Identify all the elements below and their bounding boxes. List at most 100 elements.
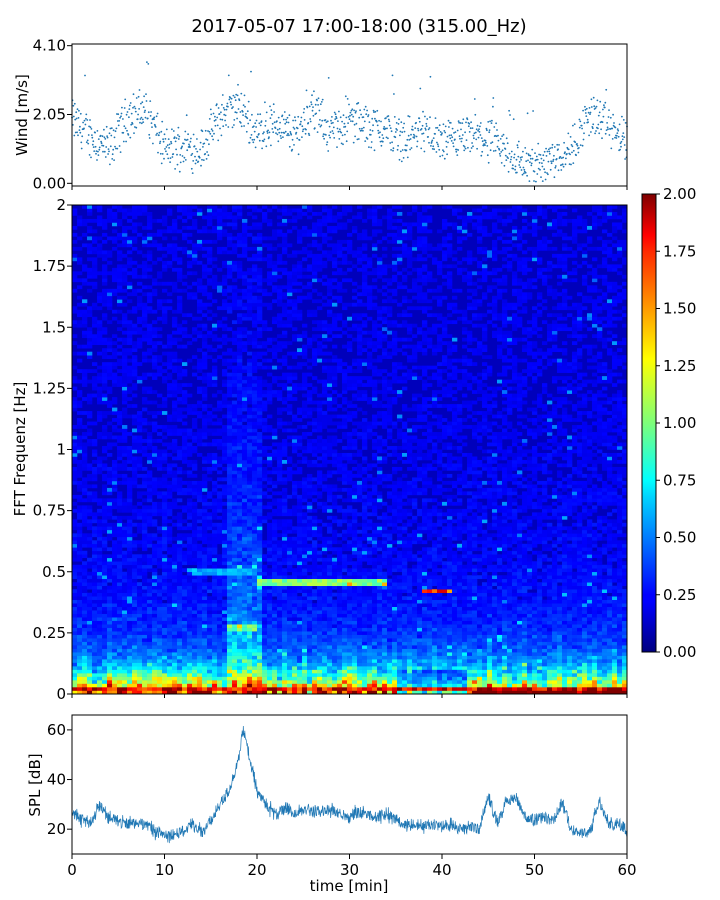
- wind-point: [93, 150, 96, 153]
- spectrogram-cell: [112, 505, 118, 510]
- spectrogram-cell: [77, 463, 83, 468]
- spectrogram-cell: [232, 379, 238, 384]
- spectrogram-cell: [152, 575, 158, 580]
- spectrogram-cell: [152, 425, 158, 429]
- wind-point: [476, 124, 479, 127]
- wind-point: [140, 116, 143, 119]
- spectrogram-cell: [162, 400, 168, 405]
- spectrogram-cell: [257, 662, 263, 667]
- spectrogram-cell: [87, 442, 93, 447]
- wind-point: [505, 159, 508, 162]
- spectrogram-cell: [122, 522, 128, 527]
- spectrogram-cell: [97, 397, 103, 401]
- spectrogram-cell: [167, 627, 173, 632]
- wind-point: [94, 145, 97, 148]
- spectrogram-cell: [117, 540, 123, 545]
- spectrogram-cell: [87, 575, 93, 580]
- wind-point: [536, 173, 539, 175]
- spectrogram-cell: [137, 561, 143, 566]
- wind-point: [579, 144, 582, 147]
- spectrogram-cell: [157, 358, 163, 363]
- spectrogram-cell: [182, 669, 188, 674]
- wind-point: [390, 149, 392, 151]
- spectrogram-cell: [197, 603, 203, 607]
- spectrogram-cell: [87, 355, 93, 359]
- spectrogram-cell: [187, 250, 193, 255]
- spectrogram-cell: [222, 519, 228, 524]
- spectrogram-cell: [112, 620, 118, 625]
- spectrogram-cell: [142, 264, 148, 269]
- spectrogram-cell: [252, 491, 258, 496]
- spectrogram-cell: [97, 400, 103, 405]
- spectrogram-cell: [192, 617, 198, 621]
- wind-point: [299, 123, 302, 126]
- spectrogram-cell: [192, 246, 198, 251]
- wind-point: [77, 117, 80, 119]
- spectrogram-cell: [157, 641, 163, 646]
- spectrogram-cell: [167, 571, 173, 576]
- spectrogram-cell: [162, 589, 168, 593]
- spectrogram-cell: [217, 222, 223, 227]
- spectrogram-cell: [242, 631, 248, 635]
- spectrogram-cell: [127, 379, 133, 384]
- spectrogram-cell: [77, 295, 83, 300]
- spectrogram-cell: [247, 439, 253, 443]
- spectrogram-cell: [92, 561, 98, 566]
- spectrogram-cell: [247, 529, 253, 534]
- spectrogram-cell: [87, 690, 93, 695]
- spectrogram-cell: [232, 578, 238, 583]
- spectrogram-cell: [122, 638, 128, 642]
- spectrogram-cell: [137, 624, 143, 628]
- spectrogram-cell: [192, 582, 198, 587]
- spectrogram-cell: [72, 459, 78, 464]
- spectrogram-cell: [247, 425, 253, 429]
- spectrogram-cell: [117, 687, 123, 691]
- spectrogram-cell: [182, 435, 188, 440]
- spectrogram-cell: [172, 634, 178, 639]
- spectrogram-cell: [167, 655, 173, 660]
- ytick-label: 2.05: [33, 105, 66, 123]
- wind-point: [421, 133, 423, 135]
- spectrogram-cell: [122, 330, 128, 335]
- spectrogram-cell: [77, 246, 83, 251]
- wind-point: [594, 132, 596, 135]
- spectrogram-cell: [122, 645, 128, 649]
- spectrogram-cell: [127, 631, 133, 635]
- spectrogram-cell: [102, 257, 108, 262]
- spectrogram-cell: [107, 487, 113, 492]
- spectrogram-cell: [97, 680, 103, 684]
- spectrogram-cell: [212, 407, 218, 412]
- spectrogram-cell: [227, 673, 233, 677]
- spectrogram-cell: [202, 246, 208, 251]
- spectrogram-cell: [232, 414, 238, 419]
- spectrogram-cell: [77, 505, 83, 510]
- spectrogram-cell: [172, 369, 178, 373]
- spectrogram-cell: [102, 561, 108, 566]
- wind-point: [154, 126, 157, 128]
- spectrogram-cell: [212, 205, 218, 209]
- spectrogram-cell: [152, 358, 158, 363]
- wind-point: [504, 154, 507, 157]
- spectrogram-cell: [87, 257, 93, 262]
- spectrogram-cell: [87, 610, 93, 614]
- wind-point: [335, 117, 338, 120]
- spectrogram-cell: [227, 383, 233, 387]
- spectrogram-cell: [112, 589, 118, 593]
- spectrogram-cell: [147, 218, 153, 223]
- spectrogram-cell: [247, 386, 253, 391]
- spectrogram-cell: [142, 386, 148, 391]
- spectrogram-cell: [77, 442, 83, 447]
- spectrogram-cell: [142, 526, 148, 531]
- wind-point: [212, 138, 215, 141]
- spectrogram-cell: [177, 477, 183, 482]
- wind-point: [409, 138, 412, 140]
- spectrogram-cell: [247, 659, 253, 663]
- spectrogram-cell: [252, 680, 258, 684]
- wind-point: [292, 119, 294, 122]
- spectrogram-cell: [72, 666, 78, 670]
- spectrogram-cell: [82, 508, 88, 513]
- spectrogram-cell: [117, 320, 123, 325]
- wind-point: [311, 109, 314, 112]
- spectrogram-cell: [147, 494, 153, 499]
- spectrogram-cell: [202, 442, 208, 447]
